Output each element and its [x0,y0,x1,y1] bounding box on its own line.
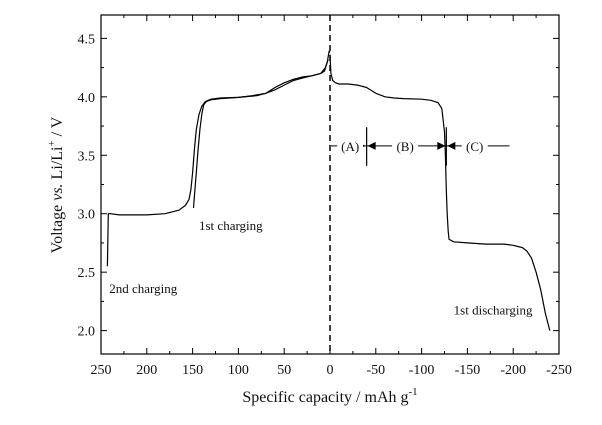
y-tick-label: 2.5 [78,266,96,281]
y-axis-title: Voltage vs. Li/Li+ / V [46,116,66,253]
y-tick-label: 4.0 [78,91,96,106]
region-markers: (A) (B) (C) [330,127,510,166]
annotations: 1st charging 2nd charging 1st discharging [109,218,533,317]
region-label-bg [392,136,419,155]
y-tick-label: 3.5 [78,149,96,164]
x-tick-label: 0 [327,363,334,378]
y-tick-label: 4.5 [78,32,96,47]
region-label: (C) [466,139,483,154]
x-tick-label: -200 [500,363,526,378]
x-tick-label: 200 [136,363,157,378]
series-group [106,50,551,331]
x-tick-label: -100 [409,363,435,378]
region-label: (A) [341,139,359,154]
x-axis-title-superscript: -1 [409,386,418,398]
region-arrow-right [367,141,376,150]
region-label: (B) [396,139,413,154]
curve-label-2nd-charging: 2nd charging [109,281,177,296]
x-tick-label: 100 [228,363,249,378]
series-line-1st-discharging [329,54,551,331]
x-tick-label: -50 [366,363,385,378]
y-tick-label: 3.0 [78,208,96,223]
region-label-bg [461,136,488,155]
region-label-bg [337,136,364,155]
region-arrow-right [447,141,456,150]
x-axis-ticks: 250 200 150 100 50 0 -50 -100 -150 -200 -250 [91,15,572,378]
x-tick-label: 150 [182,363,203,378]
x-axis-title: Specific capacity / mAh g-1 [242,386,417,406]
x-tick-label: 50 [277,363,291,378]
series-line-1st-charging [192,50,331,208]
x-tick-label: 250 [91,363,112,378]
curve-label-1st-discharging: 1st discharging [454,302,533,317]
series-line-2nd-charging [106,59,329,267]
curve-label-1st-charging: 1st charging [199,218,263,233]
x-tick-label: -250 [546,363,572,378]
x-tick-label: -150 [455,363,481,378]
y-axis-ticks: 2.0 2.5 3.0 3.5 4.0 4.5 [78,32,559,340]
region-arrow-left [437,141,446,150]
y-tick-label: 2.0 [78,325,96,340]
